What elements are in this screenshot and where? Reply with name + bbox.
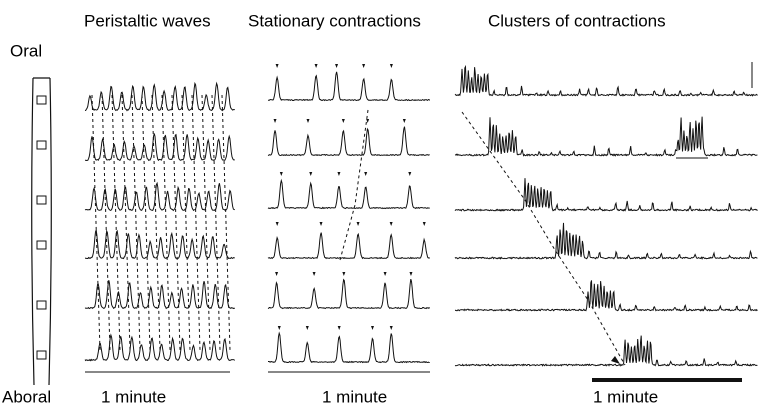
- marker: [342, 272, 346, 276]
- marker: [337, 326, 341, 330]
- marker: [337, 172, 341, 176]
- dash-line: [211, 94, 221, 351]
- marker: [383, 272, 387, 276]
- oral-label: Oral: [10, 41, 42, 60]
- marker: [408, 172, 412, 176]
- scale-label: 1 minute: [322, 387, 387, 406]
- marker: [366, 119, 370, 123]
- dash-line: [221, 94, 231, 351]
- dash-line: [131, 94, 141, 351]
- marker: [275, 272, 279, 276]
- dash-line: [101, 94, 111, 351]
- sensor: [36, 140, 47, 150]
- sensor: [36, 195, 47, 205]
- marker: [335, 64, 339, 68]
- sensor: [36, 350, 47, 360]
- panel-title: Peristaltic waves: [84, 11, 211, 30]
- trace: [454, 64, 758, 97]
- trace: [454, 116, 758, 157]
- dash-line: [111, 94, 121, 351]
- marker: [341, 119, 345, 123]
- dash-line: [151, 94, 161, 351]
- marker: [319, 222, 323, 226]
- panel-title: Stationary contractions: [248, 11, 421, 30]
- trace: [84, 181, 235, 212]
- dash-line: [201, 94, 211, 351]
- marker: [364, 172, 368, 176]
- marker: [389, 326, 393, 330]
- trace: [84, 229, 235, 260]
- aboral-label: Aboral: [2, 387, 51, 406]
- marker: [275, 222, 279, 226]
- trace: [267, 278, 431, 310]
- dash-line: [161, 94, 171, 351]
- dash-line: [461, 111, 626, 366]
- marker: [402, 119, 406, 123]
- trace: [84, 280, 235, 310]
- trace: [454, 280, 758, 312]
- trace: [268, 331, 430, 364]
- marker: [314, 64, 318, 68]
- trace: [84, 133, 235, 162]
- arrow: [611, 356, 620, 364]
- trace: [267, 71, 431, 102]
- trace: [454, 178, 758, 212]
- sensor: [36, 240, 47, 250]
- dash-line: [181, 94, 191, 351]
- tube: [31, 77, 52, 386]
- marker: [312, 272, 316, 276]
- marker: [409, 272, 413, 276]
- dash-line: [121, 94, 131, 351]
- marker: [273, 119, 277, 123]
- scale-label: 1 minute: [101, 387, 166, 406]
- marker: [422, 222, 426, 226]
- marker: [362, 64, 366, 68]
- marker: [306, 119, 310, 123]
- trace: [267, 126, 430, 157]
- marker: [305, 326, 309, 330]
- marker: [371, 326, 375, 330]
- marker: [275, 64, 279, 68]
- trace: [84, 333, 236, 362]
- sensor: [36, 300, 47, 310]
- marker: [356, 222, 360, 226]
- panel-title: Clusters of contractions: [488, 11, 666, 30]
- marker: [389, 64, 393, 68]
- trace: [84, 81, 235, 112]
- trace: [454, 335, 758, 367]
- scale-label: 1 minute: [593, 387, 658, 406]
- trace: [267, 232, 430, 260]
- dash-line: [191, 94, 201, 351]
- dash-line: [339, 109, 369, 261]
- marker: [309, 172, 313, 176]
- dash-line: [171, 94, 181, 351]
- trace: [267, 178, 430, 210]
- dash-line: [141, 94, 151, 351]
- trace: [454, 222, 758, 260]
- marker: [277, 326, 281, 330]
- dash-line: [91, 94, 101, 351]
- marker: [279, 172, 283, 176]
- marker: [389, 222, 393, 226]
- sensor: [36, 95, 47, 105]
